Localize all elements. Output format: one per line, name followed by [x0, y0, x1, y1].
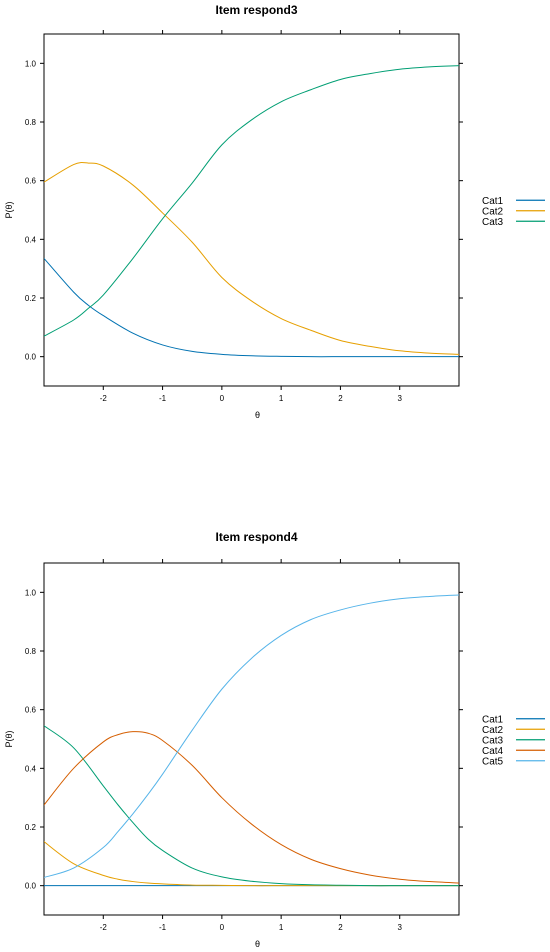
x-axis-label: θ	[255, 410, 260, 420]
x-tick-label: 3	[397, 923, 402, 932]
y-axis-label: P(θ)	[4, 730, 14, 747]
chart-panel-2: Item respond4 -2 -1 0 1 2 3 0.0 0.2 0.4 0.6 0.8 1.0 θ…	[4, 530, 545, 949]
y-tick-label: 1.0	[25, 588, 37, 597]
legend-label-cat2: Cat2	[482, 206, 504, 217]
y-tick-label: 0.6	[25, 177, 37, 186]
x-tick-label: 1	[279, 394, 284, 403]
x-tick-label: -1	[159, 394, 167, 403]
y-tick-label: 0.2	[25, 823, 37, 832]
legend-label-cat2: Cat2	[482, 725, 504, 736]
legend-label-cat4: Cat4	[482, 746, 504, 757]
y-tick-label: 0.4	[25, 235, 37, 244]
y-tick-label: 1.0	[25, 59, 37, 68]
x-tick-label: -1	[159, 923, 167, 932]
y-axis-label: P(θ)	[4, 201, 14, 218]
y-tick-label: 0.2	[25, 294, 37, 303]
y-tick-label: 0.8	[25, 118, 37, 127]
series-line-cat4	[44, 731, 459, 884]
x-tick-label: 0	[220, 394, 225, 403]
series-line-cat3	[44, 725, 459, 887]
legend-label-cat3: Cat3	[482, 735, 504, 746]
x-axis-label: θ	[255, 939, 260, 949]
x-tick-label: 2	[338, 394, 343, 403]
x-tick-label: 1	[279, 923, 284, 932]
x-tick-label: -2	[100, 923, 108, 932]
legend-label-cat3: Cat3	[482, 217, 504, 228]
legend-label-cat1: Cat1	[482, 196, 504, 207]
y-tick-label: 0.8	[25, 647, 37, 656]
y-tick-label: 0.6	[25, 706, 37, 715]
y-tick-label: 0.0	[25, 882, 37, 891]
x-tick-label: -2	[100, 394, 108, 403]
plot-frame	[43, 33, 460, 387]
y-tick-label: 0.0	[25, 353, 37, 362]
series-line-cat2	[44, 162, 459, 355]
x-tick-label: 3	[397, 394, 402, 403]
chart-title: Item respond3	[215, 3, 297, 17]
plot-frame	[43, 562, 460, 916]
x-tick-label: 2	[338, 923, 343, 932]
y-tick-label: 0.4	[25, 764, 37, 773]
chart-title: Item respond4	[215, 530, 297, 544]
legend-label-cat5: Cat5	[482, 756, 504, 767]
series-line-cat5	[44, 594, 459, 878]
x-tick-label: 0	[220, 923, 225, 932]
legend-label-cat1: Cat1	[482, 714, 504, 725]
series-line-cat3	[44, 65, 459, 337]
chart-panel-1: Item respond3 -2 -1 0 1 2 3 0.0 0.2 0.4 0.6 0.8 1.0 θ…	[4, 3, 545, 420]
series-line-cat1	[44, 258, 459, 358]
